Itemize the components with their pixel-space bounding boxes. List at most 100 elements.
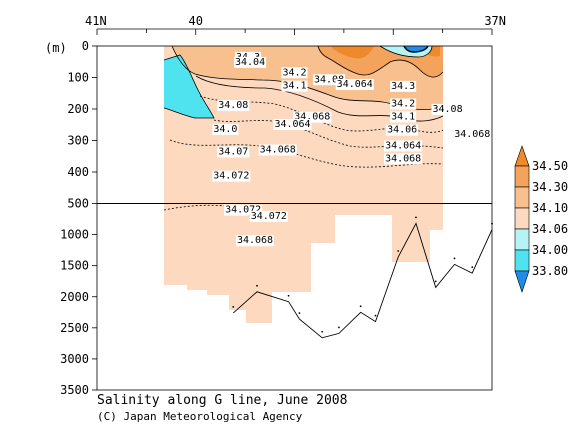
contour-label-bg [390, 98, 417, 110]
contour-label-bg [453, 129, 492, 141]
colorbar-segment-34-00-34-06 [514, 228, 530, 251]
contour-label: 34.064 [337, 79, 373, 90]
depth-tick-label: 2000 [60, 290, 89, 304]
water-fill-gt-34-50 [332, 46, 440, 59]
station-dot [374, 314, 377, 317]
contour-label-bg [293, 111, 332, 123]
station-dot [287, 294, 290, 297]
colorbar-level-label: 33.80 [532, 264, 568, 278]
contour-label: 34.08 [218, 100, 248, 111]
contour-label: 34.04 [235, 57, 265, 68]
contour-label: 34.068 [294, 112, 330, 123]
contour-label: 34.0 [213, 124, 237, 135]
depth-tick-label: 3000 [60, 352, 89, 366]
contour-label-bg [217, 146, 250, 158]
contour-label: 34.064 [385, 140, 421, 151]
station-dot [471, 266, 474, 269]
station-dot [415, 216, 417, 219]
colorbar-level-label: 34.06 [532, 222, 568, 236]
contour-label: 34.068 [454, 129, 490, 140]
colorbar-segment-33-80-34-00 [514, 249, 530, 272]
contour-label: 34.1 [391, 111, 415, 122]
y-axis-unit: (m) [45, 41, 67, 55]
station-dot [359, 305, 362, 308]
contour-34-064 [213, 119, 444, 149]
contour-label-bg [384, 153, 423, 165]
colorbar-under-triangle [514, 270, 530, 293]
colorbar: 34.50 34.30 34.10 34.06 34.00 33.80 [514, 145, 568, 293]
depth-tick-label: 100 [67, 71, 89, 85]
latitude-tick-label: 40 [189, 14, 203, 28]
contour-label-bg [217, 100, 250, 112]
station-dots [232, 216, 493, 333]
depth-tick-label: 200 [67, 102, 89, 116]
station-dot [232, 306, 235, 308]
contour-label: 34.072 [251, 211, 287, 222]
bottom-depth-line [233, 222, 493, 339]
contour-label: 34.06 [387, 125, 417, 136]
contour-label-bg [234, 56, 267, 68]
credit-text: (C) Japan Meteorological Agency [97, 410, 303, 423]
contour-label: 34.072 [225, 205, 261, 216]
contour-label-bg [281, 80, 308, 92]
fresh-fill-33-80-34-00 [164, 55, 214, 118]
station-dot [397, 250, 400, 252]
contour-34-00-fresh [379, 46, 433, 58]
depth-tick-label: 1000 [60, 228, 89, 242]
colorbar-over-triangle [514, 145, 530, 167]
depth-tick-label: 500 [67, 197, 89, 211]
water-fill-34-06-34-10 [164, 46, 443, 323]
plot-frame [96, 45, 493, 391]
contour-label: 34.072 [213, 171, 249, 182]
latitude-tick-label: 41N [85, 14, 107, 28]
station-dot [321, 330, 324, 333]
contour-label-bg [335, 78, 374, 90]
contour-label: 34.068 [260, 145, 296, 156]
station-dot [298, 312, 301, 315]
latitude-axis-labels: 41N 40 37N [85, 14, 506, 28]
contour-label: 34.064 [274, 119, 310, 130]
contour-33-80-fresh [403, 46, 429, 53]
chart-title: Salinity along G line, June 2008 [97, 393, 348, 408]
contour-34-3 [317, 46, 444, 78]
station-dot [256, 284, 258, 287]
contour-label-bg [212, 170, 251, 182]
colorbar-labels: 34.50 34.30 34.10 34.06 34.00 33.80 [532, 159, 568, 278]
contour-label-bg [258, 144, 297, 156]
depth-tick-label: 400 [67, 165, 89, 179]
contour-34-06-fresh [163, 54, 215, 119]
latitude-tick-label: 37N [484, 14, 506, 28]
colorbar-level-label: 34.30 [532, 180, 568, 194]
contour-label-bg [281, 67, 308, 79]
depth-axis-labels: 0 100 200 300 400 500 1000 1500 2000 2500 3000 3500 [60, 39, 89, 397]
contour-label-bg [431, 103, 464, 115]
contour-label-bg [313, 74, 346, 86]
contour-label: 34.2 [391, 99, 415, 110]
colorbar-segment-34-30-34-50 [514, 165, 530, 188]
depth-tick-label: 1500 [60, 259, 89, 273]
station-dot [434, 280, 437, 283]
contour-label: 34.08 [433, 104, 463, 115]
contour-label: 34.068 [237, 235, 273, 246]
station-dot [453, 257, 456, 260]
colorbar-segment-34-06-34-10 [514, 207, 530, 230]
depth-tick-label: 300 [67, 134, 89, 148]
contour-label-bg [212, 124, 239, 136]
contour-label-bg [235, 235, 275, 247]
contour-label: 34.08 [314, 74, 344, 85]
contour-label-bg [273, 118, 312, 130]
contour-label-bg [249, 210, 288, 222]
contour-label-bg [224, 204, 263, 216]
depth-axis-ticks [92, 45, 97, 391]
depth-tick-label: 0 [82, 39, 89, 53]
colorbar-level-label: 34.00 [532, 243, 568, 257]
contour-label: 34.3 [391, 81, 415, 92]
contour-label-bg [386, 124, 419, 136]
contour-34-068 [169, 139, 444, 168]
colorbar-level-label: 34.10 [532, 201, 568, 215]
contour-label-bg [384, 140, 423, 152]
contour-label: 34.2 [282, 67, 306, 78]
contour-label-bg [390, 111, 417, 123]
colorbar-segment-34-10-34-30 [514, 186, 530, 209]
